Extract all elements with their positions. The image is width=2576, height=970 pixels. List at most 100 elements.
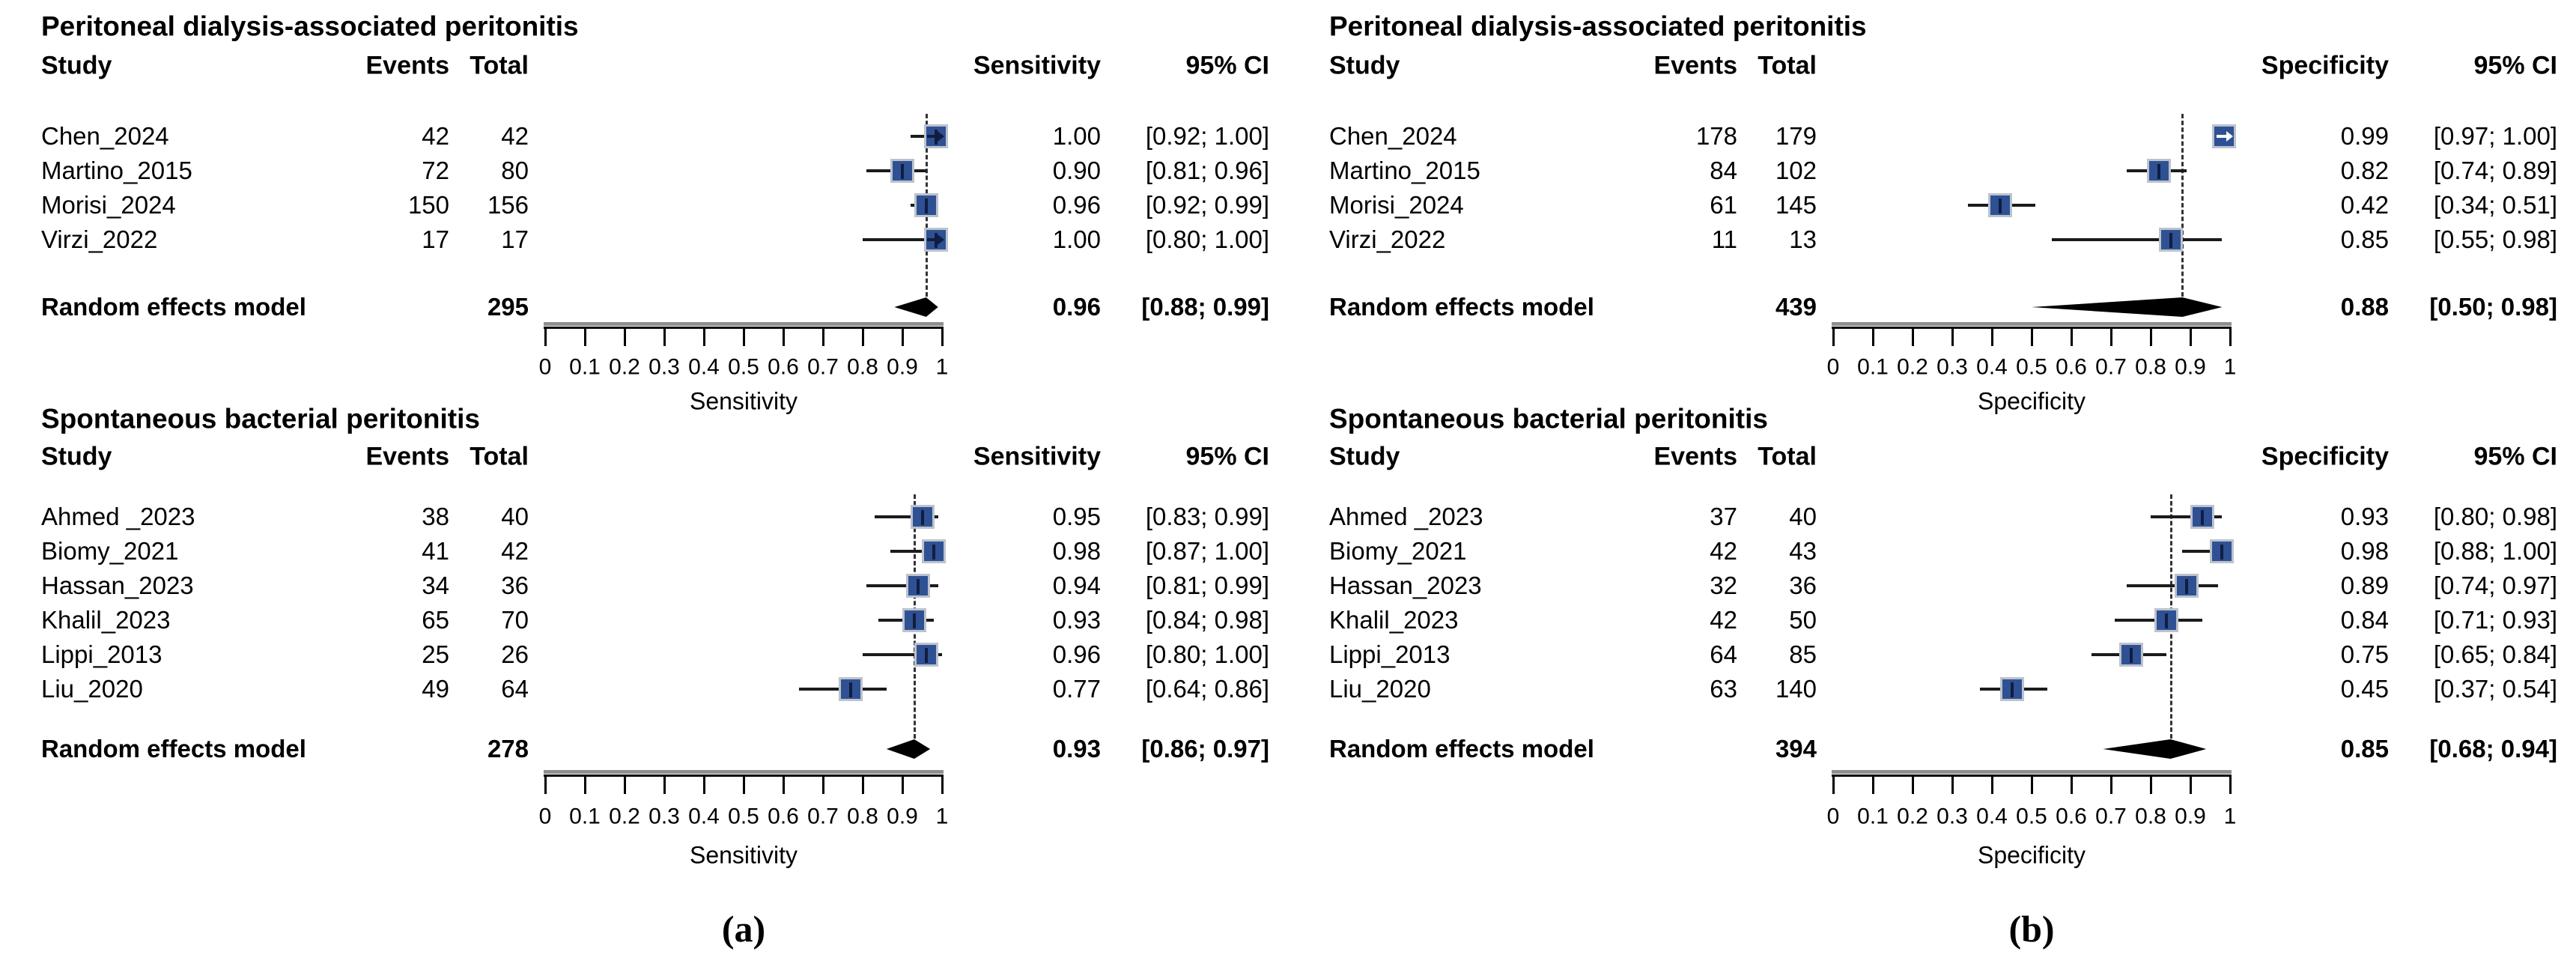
column-header-estimate: Specificity bbox=[2261, 51, 2389, 80]
pooled-label: Random effects model bbox=[1329, 292, 1594, 321]
arrow-right-icon bbox=[938, 131, 944, 142]
ci-line bbox=[874, 515, 938, 518]
axis-tick bbox=[1951, 775, 1954, 794]
axis-tick-label: 0.8 bbox=[847, 354, 878, 380]
estimate-value: 0.95 bbox=[1052, 502, 1101, 530]
ci-value: [0.65; 0.84] bbox=[2433, 640, 2557, 668]
column-header-estimate: Sensitivity bbox=[973, 442, 1101, 471]
axis-tick-label: 0.2 bbox=[609, 354, 640, 380]
axis-tick-label: 0.5 bbox=[728, 804, 759, 829]
column-header-study: Study bbox=[41, 51, 112, 80]
axis-tick-label: 0 bbox=[1826, 804, 1840, 829]
study-marker bbox=[2146, 159, 2171, 183]
study-events: 42 bbox=[1710, 605, 1737, 634]
marker-tick bbox=[935, 233, 938, 248]
study-events: 63 bbox=[1710, 674, 1737, 703]
study-total: 179 bbox=[1775, 121, 1817, 150]
axis-tick bbox=[1832, 327, 1835, 346]
axis-tick-label: 0.1 bbox=[569, 354, 601, 380]
axis-tick-label: 0.6 bbox=[768, 804, 799, 829]
axis-tick bbox=[1990, 327, 1993, 346]
ci-value: [0.84; 0.98] bbox=[1145, 605, 1269, 634]
pooled-estimate: 0.93 bbox=[1052, 734, 1101, 763]
axis-tick-label: 0.4 bbox=[1976, 804, 2008, 829]
study-events: 25 bbox=[422, 640, 449, 668]
study-total: 42 bbox=[501, 121, 529, 150]
study-events: 150 bbox=[407, 190, 449, 219]
axis-tick bbox=[2070, 327, 2073, 346]
estimate-value: 0.42 bbox=[2340, 190, 2389, 219]
column-header-total: Total bbox=[1758, 442, 1817, 471]
study-name: Morisi_2024 bbox=[41, 190, 176, 219]
caption-b: (b) bbox=[2008, 908, 2055, 950]
study-name: Chen_2024 bbox=[1329, 121, 1457, 150]
ci-value: [0.74; 0.97] bbox=[2433, 571, 2557, 599]
axis-shadow bbox=[1832, 770, 2232, 774]
ci-line bbox=[890, 550, 942, 553]
study-events: 61 bbox=[1710, 190, 1737, 219]
ci-value: [0.80; 1.00] bbox=[1145, 640, 1269, 668]
axis-tick-label: 0.9 bbox=[2175, 804, 2206, 829]
study-total: 140 bbox=[1775, 674, 1817, 703]
column-header-events: Events bbox=[1653, 442, 1738, 471]
marker-tick bbox=[1998, 198, 2002, 213]
section-title: Spontaneous bacterial peritonitis bbox=[1329, 403, 1768, 434]
arrow-right-icon bbox=[927, 135, 938, 138]
study-marker bbox=[2190, 505, 2214, 529]
study-total: 36 bbox=[501, 571, 529, 599]
axis-tick-label: 0.9 bbox=[887, 804, 918, 829]
axis-tick bbox=[702, 327, 705, 346]
study-events: 34 bbox=[422, 571, 449, 599]
study-name: Chen_2024 bbox=[41, 121, 169, 150]
estimate-value: 0.75 bbox=[2340, 640, 2389, 668]
axis-tick-label: 0.1 bbox=[1857, 804, 1889, 829]
study-name: Biomy_2021 bbox=[41, 536, 179, 565]
axis-tick bbox=[2189, 327, 2192, 346]
estimate-value: 1.00 bbox=[1052, 225, 1101, 253]
pooled-ci: [0.88; 0.99] bbox=[1141, 292, 1269, 321]
ci-value: [0.92; 1.00] bbox=[1145, 121, 1269, 150]
axis-tick-label: 0.5 bbox=[2016, 804, 2047, 829]
study-events: 32 bbox=[1710, 571, 1737, 599]
study-total: 40 bbox=[1789, 502, 1817, 530]
axis-tick bbox=[2229, 327, 2232, 346]
ci-value: [0.71; 0.93] bbox=[2433, 605, 2557, 634]
axis-tick-label: 1 bbox=[935, 354, 949, 380]
column-header-total: Total bbox=[1758, 51, 1817, 80]
study-events: 84 bbox=[1710, 156, 1737, 184]
axis-tick bbox=[623, 775, 626, 794]
study-marker bbox=[2210, 539, 2235, 563]
study-marker bbox=[914, 193, 938, 217]
estimate-value: 0.85 bbox=[2340, 225, 2389, 253]
axis-tick-label: 0.9 bbox=[887, 354, 918, 380]
study-name: Morisi_2024 bbox=[1329, 190, 1464, 219]
study-total: 70 bbox=[501, 605, 529, 634]
ci-value: [0.37; 0.54] bbox=[2433, 674, 2557, 703]
axis-shadow bbox=[544, 770, 944, 774]
study-events: 42 bbox=[422, 121, 449, 150]
axis-tick-label: 0.3 bbox=[648, 354, 680, 380]
study-marker bbox=[924, 124, 948, 148]
axis-tick bbox=[2149, 775, 2152, 794]
study-marker bbox=[2212, 124, 2236, 148]
axis-tick bbox=[2149, 327, 2152, 346]
estimate-value: 0.82 bbox=[2340, 156, 2389, 184]
marker-tick bbox=[932, 545, 936, 560]
ci-value: [0.83; 0.99] bbox=[1145, 502, 1269, 530]
column-header-ci: 95% CI bbox=[2473, 442, 2558, 471]
study-events: 38 bbox=[422, 502, 449, 530]
study-total: 13 bbox=[1789, 225, 1817, 253]
axis-tick-label: 0 bbox=[1826, 354, 1840, 380]
study-marker bbox=[922, 539, 947, 563]
axis-tick bbox=[2070, 775, 2073, 794]
estimate-value: 0.93 bbox=[1052, 605, 1101, 634]
study-total: 64 bbox=[501, 674, 529, 703]
axis-tick bbox=[623, 327, 626, 346]
axis-tick-label: 0.3 bbox=[648, 804, 680, 829]
study-name: Virzi_2022 bbox=[1329, 225, 1446, 253]
axis-tick bbox=[2229, 775, 2232, 794]
marker-tick bbox=[2165, 613, 2169, 628]
study-marker bbox=[910, 505, 935, 529]
pooled-ci: [0.86; 0.97] bbox=[1141, 734, 1269, 763]
